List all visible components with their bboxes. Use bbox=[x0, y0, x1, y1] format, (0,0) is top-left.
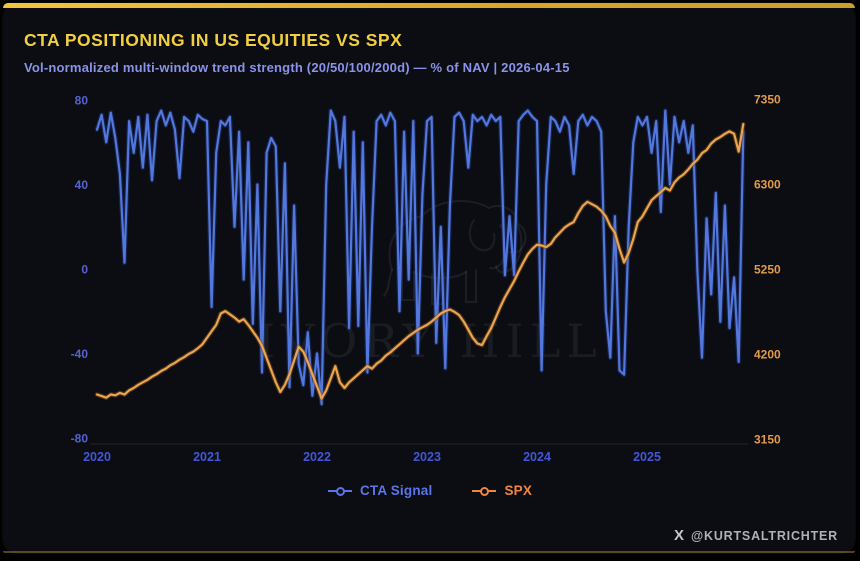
x-axis-tick: 2023 bbox=[413, 450, 441, 464]
spx-line bbox=[95, 122, 745, 400]
left-axis-tick: 0 bbox=[81, 263, 88, 277]
x-axis-tick: 2021 bbox=[193, 450, 221, 464]
gold-bottom-accent bbox=[3, 551, 855, 553]
gold-top-accent bbox=[3, 3, 855, 8]
legend-item-spx: SPX bbox=[472, 483, 532, 498]
left-axis-tick: 40 bbox=[75, 178, 89, 192]
right-axis-tick: 5250 bbox=[754, 263, 781, 277]
attribution: X @KURTSALTRICHTER bbox=[674, 527, 838, 544]
spx-line-marker-icon bbox=[472, 486, 497, 496]
right-axis-tick: 6300 bbox=[754, 178, 781, 192]
cta-signal-line bbox=[95, 109, 745, 406]
page-title: CTA POSITIONING IN US EQUITIES VS SPX bbox=[24, 30, 403, 50]
chart-legend: CTA Signal SPX bbox=[0, 483, 860, 498]
legend-label-cta: CTA Signal bbox=[359, 483, 433, 498]
legend-item-cta: CTA Signal bbox=[327, 483, 433, 498]
cta-line-marker-icon bbox=[327, 486, 352, 496]
right-axis-tick: 4200 bbox=[754, 348, 781, 362]
right-axis-tick: 3150 bbox=[754, 433, 781, 447]
left-axis-tick: 80 bbox=[75, 94, 89, 108]
attribution-handle: @KURTSALTRICHTER bbox=[691, 528, 838, 543]
x-axis-tick: 2024 bbox=[523, 450, 551, 464]
left-axis-tick: -40 bbox=[71, 347, 89, 361]
x-axis-tick: 2025 bbox=[633, 450, 661, 464]
page-subtitle: Vol-normalized multi-window trend streng… bbox=[24, 60, 570, 75]
x-logo-icon: X bbox=[674, 527, 685, 544]
left-axis-tick: -80 bbox=[71, 432, 89, 446]
right-axis-tick: 7350 bbox=[754, 93, 781, 107]
x-axis-tick: 2020 bbox=[83, 450, 111, 464]
x-axis-tick: 2022 bbox=[303, 450, 331, 464]
legend-label-spx: SPX bbox=[504, 483, 533, 498]
